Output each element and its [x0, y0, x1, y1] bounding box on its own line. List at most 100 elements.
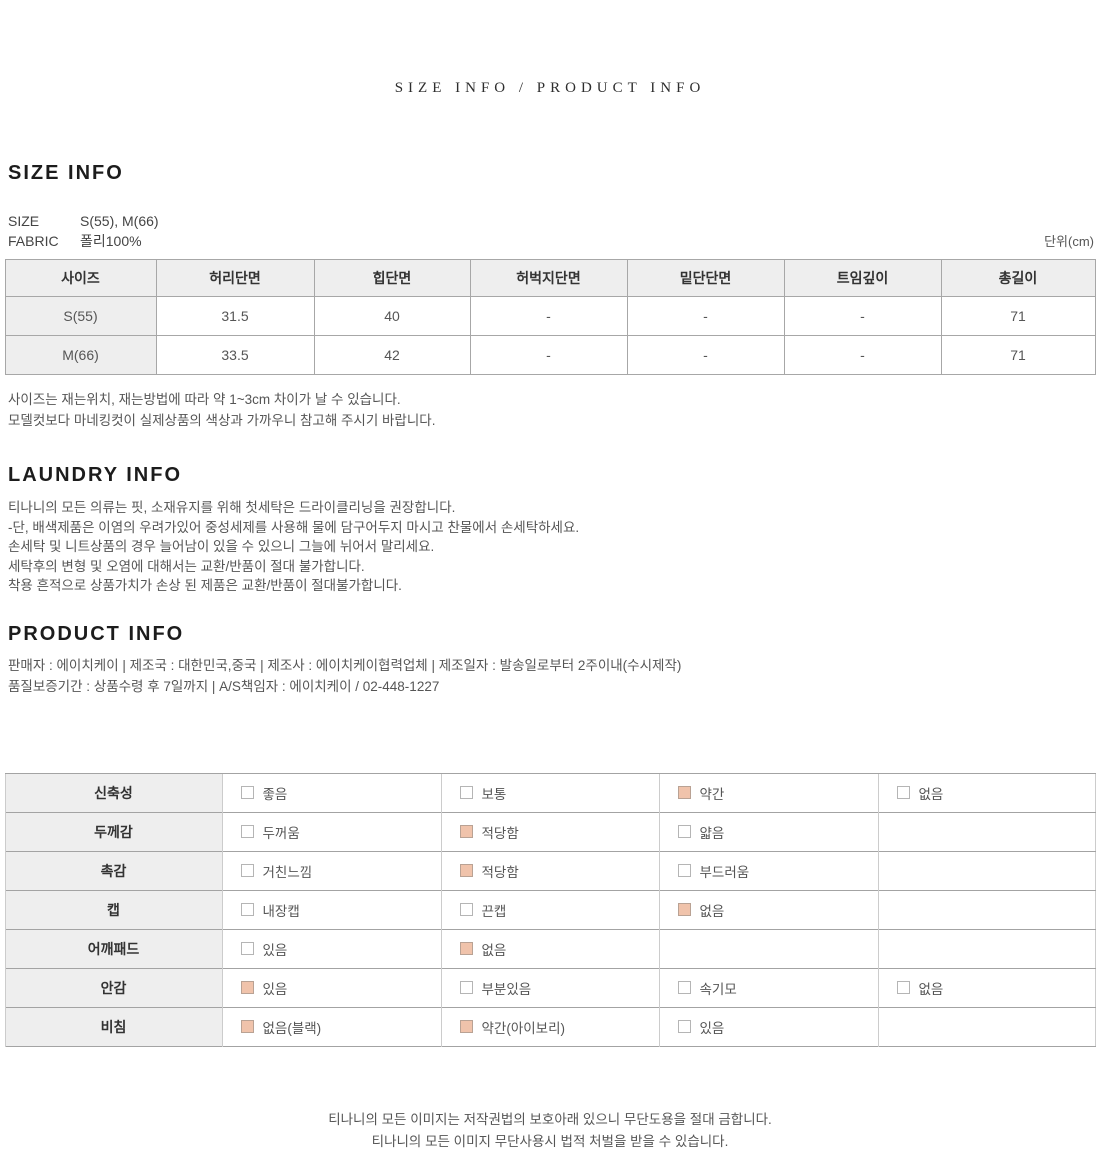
- attr-option-cell: 없음: [877, 772, 1095, 812]
- attr-option-label: 부분있음: [481, 981, 532, 997]
- checkbox-icon: [459, 825, 473, 838]
- checkbox-icon: [459, 981, 473, 994]
- size-col-header: 허리단면: [155, 259, 315, 297]
- size-col-header: 힙단면: [313, 259, 471, 297]
- attr-option-label: 약간(아이보리): [481, 1020, 566, 1036]
- checkbox-icon: [240, 981, 254, 994]
- size-cell: -: [626, 335, 785, 375]
- attr-row-label: 안감: [4, 967, 222, 1007]
- size-col-header: 총길이: [940, 259, 1096, 297]
- checkbox-icon: [240, 903, 254, 916]
- checkbox-icon: [459, 786, 473, 799]
- attr-row-label: 캡: [4, 889, 222, 929]
- size-row-label: S(55): [4, 296, 157, 336]
- size-spec-lines: SIZE S(55), M(66) FABRIC 폴리100%: [8, 211, 159, 251]
- attr-option-label: 있음: [262, 981, 288, 997]
- laundry-info-text: 티나니의 모든 의류는 핏, 소재유지를 위해 첫세탁은 드라이클리닝을 권장합…: [8, 498, 1100, 596]
- attr-option-label: 적당함: [481, 864, 519, 880]
- attr-option-cell: 부드러움: [658, 850, 878, 890]
- size-cell: -: [783, 296, 942, 336]
- checkbox-icon: [677, 786, 691, 799]
- attr-option-cell: [877, 1006, 1095, 1046]
- attr-option-cell: 없음(블랙): [221, 1006, 441, 1046]
- spec-line-size: SIZE S(55), M(66): [8, 211, 159, 231]
- attr-option-label: 두꺼움: [262, 825, 300, 841]
- attr-row-label: 촉감: [4, 850, 222, 890]
- checkbox-icon: [896, 786, 910, 799]
- attr-row-label: 어깨패드: [4, 928, 222, 968]
- size-table-header-row: 사이즈 허리단면 힙단면 허벅지단면 밑단단면 트임깊이 총길이: [4, 259, 1096, 297]
- size-col-header: 밑단단면: [626, 259, 785, 297]
- product-info-line: 품질보증기간 : 상품수령 후 7일까지 | A/S책임자 : 에이치케이 / …: [8, 679, 440, 694]
- attr-option-cell: [877, 850, 1095, 890]
- attr-option-label: 부드러움: [699, 864, 750, 880]
- product-info-heading: PRODUCT INFO: [8, 622, 185, 645]
- laundry-line: 손세탁 및 니트상품의 경우 늘어남이 있을 수 있으니 그늘에 뉘어서 말리세…: [8, 539, 435, 554]
- attr-option-label: 좋음: [262, 786, 288, 802]
- attr-option-cell: 좋음: [221, 772, 441, 812]
- copyright-line: 티나니의 모든 이미지 무단사용시 법적 처벌을 받을 수 있습니다.: [371, 1133, 729, 1149]
- attr-option-label: 보통: [481, 786, 507, 802]
- attr-option-label: 거친느낌: [262, 864, 313, 880]
- laundry-line: -단, 배색제품은 이염의 우려가있어 중성세제를 사용해 물에 담구어두지 마…: [8, 519, 580, 535]
- laundry-line: 착용 흔적으로 상품가치가 손상 된 제품은 교환/반품이 절대불가합니다.: [8, 578, 402, 593]
- size-info-heading: SIZE INFO: [8, 162, 124, 184]
- checkbox-icon: [240, 786, 254, 799]
- attr-option-label: 적당함: [481, 825, 519, 841]
- spec-label: SIZE: [8, 213, 40, 229]
- checkbox-icon: [677, 981, 691, 994]
- attr-option-cell: 적당함: [440, 850, 659, 890]
- checkbox-icon: [677, 825, 691, 838]
- attr-option-cell: [658, 928, 878, 968]
- checkbox-icon: [677, 903, 691, 916]
- size-note-line: 모델컷보다 마네킹컷이 실제상품의 색상과 가까우니 참고해 주시기 바랍니다.: [8, 413, 436, 428]
- attr-row-label: 두께감: [4, 811, 222, 851]
- copyright-line: 티나니의 모든 이미지는 저작권법의 보호아래 있으니 무단도용을 절대 금합니…: [328, 1111, 772, 1127]
- attr-option-label: 없음: [918, 981, 944, 997]
- unit-label: 단위(cm): [1044, 234, 1094, 249]
- laundry-line: 세탁후의 변형 및 오염에 대해서는 교환/반품이 절대 불가합니다.: [8, 558, 365, 574]
- attr-option-cell: 부분있음: [440, 967, 659, 1007]
- attr-row-label: 신축성: [4, 772, 222, 812]
- laundry-info-heading: LAUNDRY INFO: [8, 464, 182, 486]
- attr-option-cell: 내장캡: [221, 889, 441, 929]
- spec-value: 폴리100%: [80, 233, 142, 249]
- product-info-line: 판매자 : 에이치케이 | 제조국 : 대한민국,중국 | 제조사 : 에이치케…: [8, 657, 682, 673]
- size-cell: -: [783, 335, 942, 375]
- attr-option-cell: 있음: [221, 967, 441, 1007]
- size-spec-row: SIZE S(55), M(66) FABRIC 폴리100% 단위(cm): [0, 211, 1100, 251]
- product-info-text: 판매자 : 에이치케이 | 제조국 : 대한민국,중국 | 제조사 : 에이치케…: [8, 655, 1100, 698]
- attr-option-label: 없음: [481, 942, 507, 958]
- attr-row-shoulder-pad: 어깨패드 있음 없음: [4, 928, 1095, 968]
- page-title: SIZE INFO / PRODUCT INFO: [394, 80, 706, 96]
- attr-row-stretch: 신축성 좋음 보통 약간 없음: [4, 772, 1095, 812]
- attr-row-texture: 촉감 거친느낌 적당함 부드러움: [4, 850, 1095, 890]
- attr-option-cell: 없음: [658, 889, 878, 929]
- attr-row-sheerness: 비침 없음(블랙) 약간(아이보리) 있음: [4, 1006, 1095, 1046]
- attr-option-cell: 약간(아이보리): [440, 1006, 659, 1046]
- checkbox-icon: [677, 1020, 691, 1033]
- checkbox-icon: [240, 825, 254, 838]
- size-cell: 71: [940, 335, 1096, 375]
- attr-option-cell: 없음: [440, 928, 659, 968]
- laundry-line: 티나니의 모든 의류는 핏, 소재유지를 위해 첫세탁은 드라이클리닝을 권장합…: [8, 500, 456, 515]
- attr-option-cell: 얇음: [658, 811, 878, 851]
- attr-option-label: 있음: [262, 942, 288, 958]
- attr-row-label: 비침: [4, 1006, 222, 1046]
- checkbox-icon: [677, 864, 691, 877]
- size-table-row: S(55) 31.5 40 - - - 71: [4, 296, 1096, 336]
- size-cell: -: [626, 296, 785, 336]
- spec-line-fabric: FABRIC 폴리100%: [8, 231, 159, 251]
- attr-option-cell: 끈캡: [440, 889, 659, 929]
- checkbox-icon: [459, 1020, 473, 1033]
- copyright-footer: 티나니의 모든 이미지는 저작권법의 보호아래 있으니 무단도용을 절대 금합니…: [0, 1109, 1100, 1153]
- size-table: 사이즈 허리단면 힙단면 허벅지단면 밑단단면 트임깊이 총길이 S(55) 3…: [4, 259, 1096, 375]
- attr-option-cell: 없음: [877, 967, 1095, 1007]
- attr-option-label: 없음: [699, 903, 725, 919]
- attributes-table: 신축성 좋음 보통 약간 없음 두께감 두꺼움 적당함: [4, 772, 1096, 1047]
- attr-option-cell: 적당함: [440, 811, 659, 851]
- checkbox-icon: [240, 864, 254, 877]
- attr-option-label: 얇음: [699, 825, 725, 841]
- attr-option-cell: [877, 889, 1095, 929]
- size-row-label: M(66): [4, 335, 157, 375]
